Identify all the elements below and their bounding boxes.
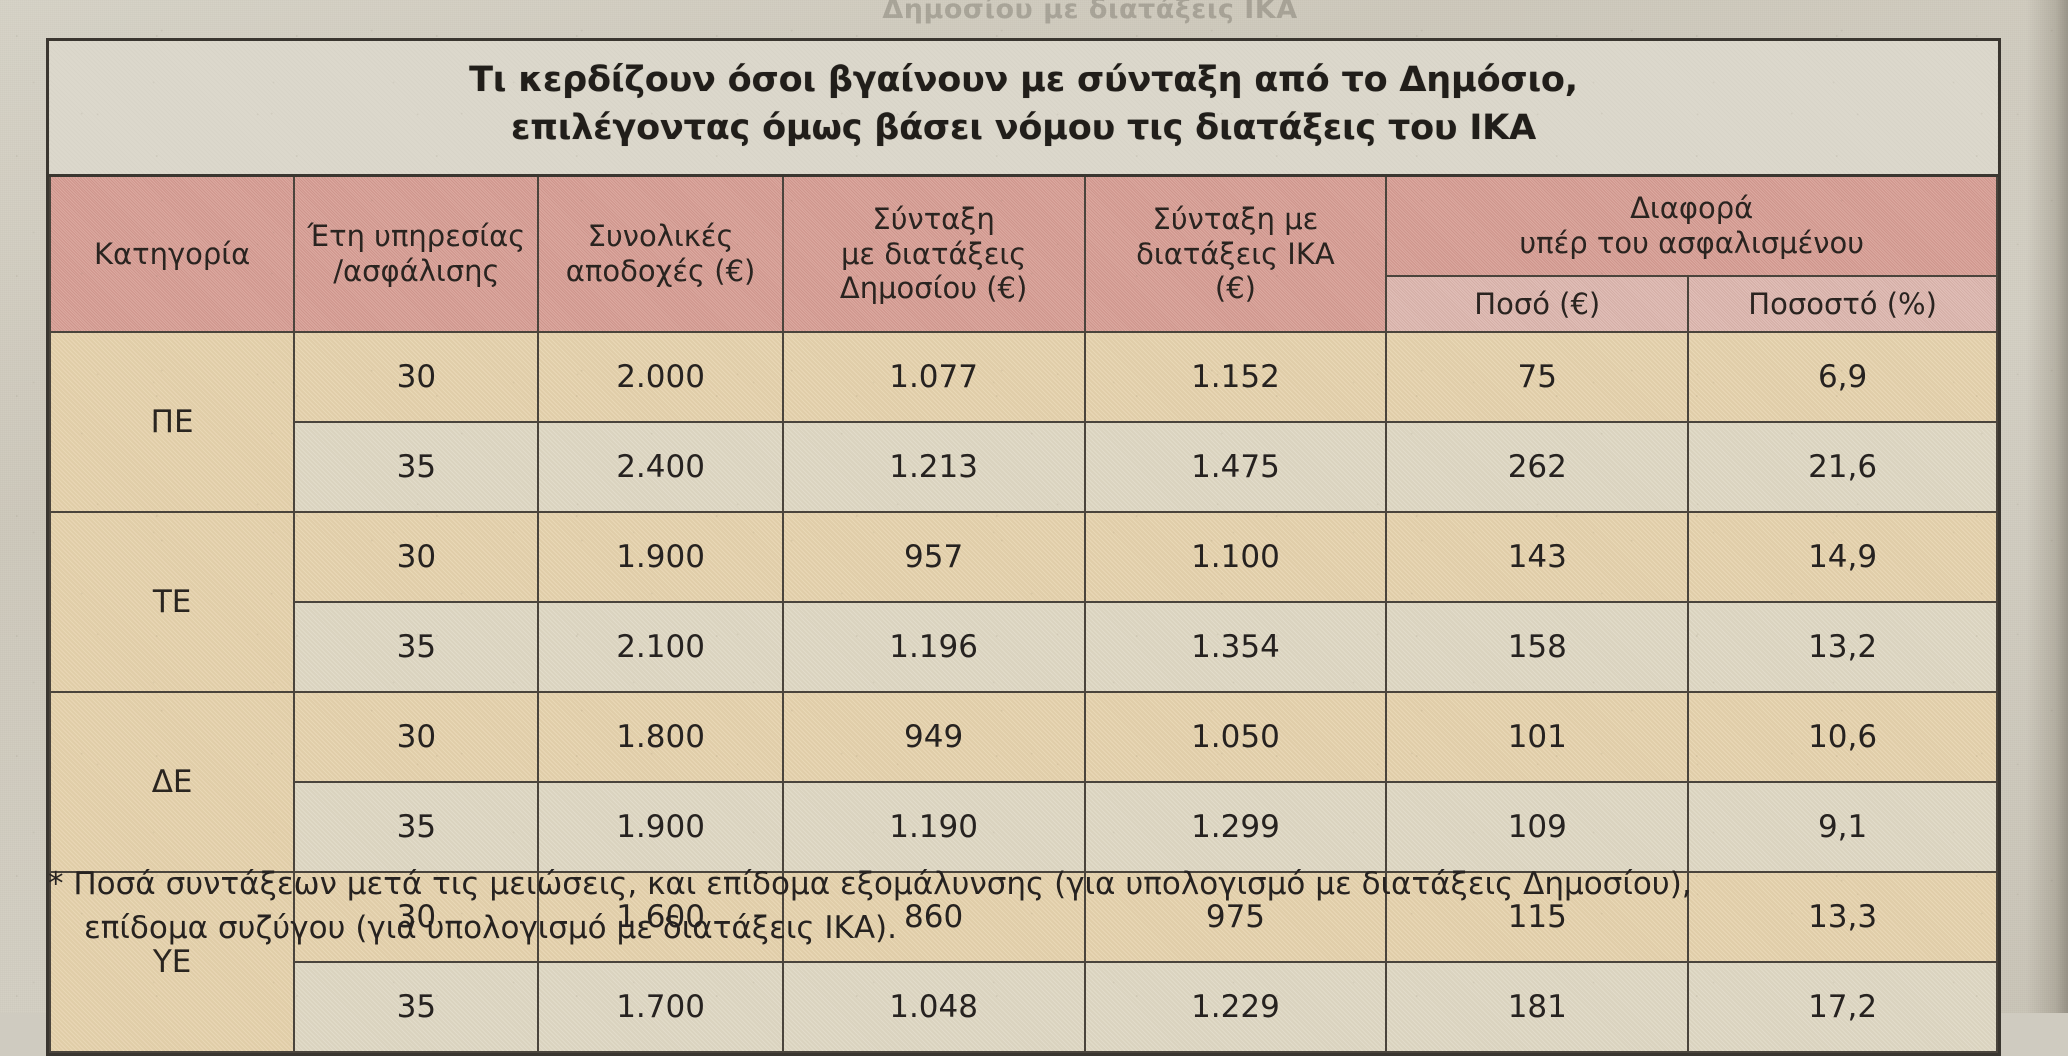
header-pension-public-line-1: Σύνταξη: [872, 201, 995, 236]
header-pension-ika-line-1: Σύνταξη με: [1152, 201, 1319, 236]
cell-public: 949: [781, 690, 1086, 783]
header-category: Κατηγορία: [48, 174, 296, 333]
footnote-line-2: επίδομα συζύγου (για υπολογισμό με διατά…: [84, 910, 897, 947]
table-header-row-primary: Κατηγορία Έτη υπηρεσίας /ασφάλισης Συνολ…: [48, 174, 1998, 333]
cell-ika: 1.299: [1083, 780, 1388, 873]
cell-ika: 1.050: [1083, 690, 1388, 783]
cell-total: 1.900: [537, 780, 784, 873]
table-row: 35 2.100 1.196 1.354 158 13,2: [50, 600, 1998, 693]
category-label: ΠΕ: [150, 403, 194, 440]
cell-ika: 1.475: [1083, 420, 1388, 513]
table-row: ΥΕ 30 1.600 860 975 115 13,3: [48, 870, 1998, 1053]
table-footnote: * Ποσά συντάξεων μετά τις μειώσεις, και …: [48, 862, 1948, 950]
cell-total: 2.400: [537, 420, 784, 513]
header-difference-percent: Ποσοστό (%): [1687, 274, 1998, 333]
table-title-line-2: επιλέγοντας όμως βάσει νόμου τις διατάξε…: [511, 107, 1536, 148]
cell-total: 1.700: [537, 960, 784, 1053]
cell-total: 1.900: [537, 510, 784, 603]
header-total-line-1: Συνολικές: [587, 219, 734, 254]
table-row: ΤΕ 30 1.900 957 1.100 143 14,9: [48, 510, 1998, 693]
cell-years: 30: [293, 510, 540, 603]
cell-public: 1.077: [781, 330, 1086, 423]
cell-amount: 158: [1385, 600, 1690, 693]
cell-amount: 109: [1385, 780, 1690, 873]
header-difference-group: Διαφορά υπέρ του ασφαλισμένου: [1385, 174, 1998, 277]
cell-percent: 9,1: [1687, 780, 1998, 873]
cell-years: 30: [293, 690, 540, 783]
category-cell-pe: ΠΕ: [48, 330, 296, 513]
cell-years: 35: [293, 960, 540, 1053]
table-row: 35 1.700 1.048 1.229 181 17,2: [50, 960, 1998, 1053]
header-years-of-service: Έτη υπηρεσίας /ασφάλισης: [293, 174, 540, 333]
table-row: 35 1.900 1.190 1.299 109 9,1: [50, 780, 1998, 873]
header-total-line-2: αποδοχές (€): [565, 253, 756, 288]
cell-ika: 1.229: [1083, 960, 1388, 1053]
cell-percent: 6,9: [1687, 330, 1998, 423]
table-header-row-secondary: Ποσό (€) Ποσοστό (%): [50, 274, 1998, 333]
cell-years: 30: [293, 330, 540, 423]
cell-amount: 262: [1385, 420, 1690, 513]
category-label: ΥΕ: [152, 943, 192, 980]
cell-public: 1.213: [781, 420, 1086, 513]
cell-total: 1.600: [537, 870, 784, 963]
cell-public: 957: [781, 510, 1086, 603]
category-label: ΤΕ: [152, 583, 192, 620]
cell-amount: 115: [1385, 870, 1690, 963]
cell-percent: 14,9: [1687, 510, 1998, 603]
cell-amount: 75: [1385, 330, 1690, 423]
table-row: ΠΕ 30 2.000 1.077 1.152 75 6,9: [48, 330, 1998, 513]
cell-ika: 1.100: [1083, 510, 1388, 603]
cell-years: 35: [293, 600, 540, 693]
cell-public: 860: [781, 870, 1086, 963]
table-title-line-1: Τι κερδίζουν όσοι βγαίνουν με σύνταξη απ…: [469, 60, 1578, 100]
header-pension-public-line-3: Δημοσίου (€): [839, 271, 1028, 306]
cell-amount: 181: [1385, 960, 1690, 1053]
footnote-line-1: * Ποσά συντάξεων μετά τις μειώσεις, και …: [48, 866, 1692, 902]
cell-percent: 21,6: [1687, 420, 1998, 513]
header-category-label: Κατηγορία: [94, 236, 251, 271]
table-row: 35 2.400 1.213 1.475 262 21,6: [50, 420, 1998, 513]
bleed-through-text: Δημοσίου με διατάξεις ΙΚΑ: [882, 0, 1298, 25]
cell-total: 1.800: [537, 690, 784, 783]
header-pension-public-line-2: με διατάξεις: [840, 236, 1027, 271]
cell-ika: 1.152: [1083, 330, 1388, 423]
cell-total: 2.100: [537, 600, 784, 693]
category-label: ΔΕ: [151, 763, 193, 800]
cell-percent: 13,3: [1687, 870, 1998, 963]
header-difference-amount: Ποσό (€): [1385, 274, 1690, 333]
pension-comparison-table-container: Τι κερδίζουν όσοι βγαίνουν με σύνταξη απ…: [46, 38, 2001, 1056]
cell-public: 1.190: [781, 780, 1086, 873]
cell-total: 2.000: [537, 330, 784, 423]
cell-percent: 13,2: [1687, 600, 1998, 693]
category-cell-de: ΔΕ: [48, 690, 296, 873]
header-difference-line-1: Διαφορά: [1630, 191, 1754, 226]
header-difference-amount-label: Ποσό (€): [1474, 286, 1601, 321]
cell-amount: 143: [1385, 510, 1690, 603]
cell-percent: 17,2: [1687, 960, 1998, 1053]
cell-public: 1.048: [781, 960, 1086, 1053]
cell-years: 35: [293, 780, 540, 873]
cell-years: 35: [293, 420, 540, 513]
cell-public: 1.196: [781, 600, 1086, 693]
header-pension-ika-line-2: διατάξεις ΙΚΑ: [1136, 236, 1335, 271]
header-pension-public: Σύνταξη με διατάξεις Δημοσίου (€): [781, 174, 1086, 333]
table-row: ΔΕ 30 1.800 949 1.050 101 10,6: [48, 690, 1998, 873]
header-difference-line-2: υπέρ του ασφαλισμένου: [1519, 225, 1865, 260]
header-years-line-1: Έτη υπηρεσίας: [307, 219, 526, 254]
header-years-line-2: /ασφάλισης: [333, 253, 500, 288]
cell-percent: 10,6: [1687, 690, 1998, 783]
table-title: Τι κερδίζουν όσοι βγαίνουν με σύνταξη απ…: [50, 41, 1997, 178]
pension-comparison-table: Τι κερδίζουν όσοι βγαίνουν με σύνταξη απ…: [48, 41, 1998, 1053]
header-total-earnings: Συνολικές αποδοχές (€): [537, 174, 784, 333]
category-cell-te: ΤΕ: [48, 510, 296, 693]
header-pension-ika-line-3: (€): [1214, 271, 1256, 306]
table-title-row: Τι κερδίζουν όσοι βγαίνουν με σύνταξη απ…: [50, 41, 1997, 178]
cell-ika: 1.354: [1083, 600, 1388, 693]
header-difference-percent-label: Ποσοστό (%): [1748, 286, 1937, 321]
cell-years: 30: [293, 870, 540, 963]
header-pension-ika: Σύνταξη με διατάξεις ΙΚΑ (€): [1083, 174, 1388, 333]
cell-amount: 101: [1385, 690, 1690, 783]
cell-ika: 975: [1083, 870, 1388, 963]
